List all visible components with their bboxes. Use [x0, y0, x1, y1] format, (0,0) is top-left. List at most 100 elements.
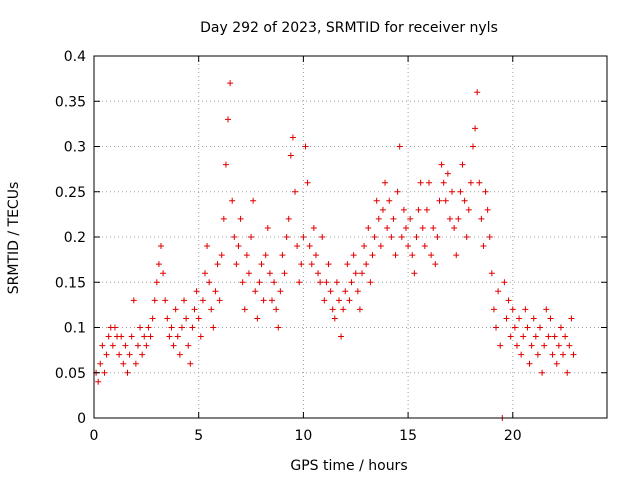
data-point [264, 224, 271, 231]
data-point [250, 197, 257, 204]
data-point [375, 215, 382, 222]
y-tick-label: 0.25 [55, 185, 86, 201]
data-point [566, 342, 573, 349]
data-point [310, 224, 317, 231]
data-point [442, 197, 449, 204]
y-tick-label: 0.2 [64, 230, 86, 246]
data-point [363, 261, 370, 268]
data-point [520, 333, 527, 340]
data-point [338, 333, 345, 340]
data-point [495, 288, 502, 295]
data-point [480, 243, 487, 250]
data-point [315, 270, 322, 277]
data-point [553, 360, 560, 367]
data-point [174, 333, 181, 340]
data-point [516, 315, 523, 322]
data-point [275, 324, 282, 331]
data-point [149, 315, 156, 322]
y-tick-label: 0.15 [55, 275, 86, 291]
data-point [118, 333, 125, 340]
data-point [306, 243, 313, 250]
chart-title: Day 292 of 2023, SRMTID for receiver nyl… [200, 20, 498, 36]
data-point [518, 351, 525, 358]
data-point [405, 243, 412, 250]
data-point [465, 206, 472, 213]
data-point [417, 179, 424, 186]
data-point [335, 297, 342, 304]
data-point [178, 324, 185, 331]
data-point [388, 234, 395, 240]
data-point [511, 324, 518, 331]
data-point [474, 89, 481, 96]
data-point [201, 270, 208, 277]
data-point [191, 306, 198, 313]
data-point [97, 360, 104, 367]
data-point [402, 224, 409, 231]
data-point [513, 342, 520, 349]
data-point [132, 360, 139, 367]
data-point [158, 243, 165, 250]
data-point [111, 324, 118, 331]
data-point [536, 324, 543, 331]
data-point [139, 351, 146, 358]
data-point [273, 306, 280, 313]
data-point [346, 297, 353, 304]
data-point [451, 224, 458, 231]
data-point [453, 252, 460, 259]
data-point [279, 252, 286, 259]
data-point [181, 297, 188, 304]
data-point [484, 206, 491, 213]
data-point [478, 215, 485, 222]
data-point [183, 315, 190, 322]
data-point [195, 315, 202, 322]
data-point [153, 279, 160, 286]
data-point [532, 333, 539, 340]
data-point [266, 270, 273, 277]
data-point [292, 188, 299, 195]
data-point [143, 342, 150, 349]
data-point [400, 206, 407, 213]
data-point [206, 279, 213, 286]
data-point [340, 306, 347, 313]
data-point [551, 333, 558, 340]
data-point [277, 288, 284, 295]
data-point [248, 234, 255, 240]
data-point [258, 261, 265, 268]
data-point [382, 179, 389, 186]
data-point [329, 306, 336, 313]
data-point [262, 252, 269, 259]
data-point [359, 270, 366, 277]
data-point [116, 351, 123, 358]
data-point [350, 252, 357, 259]
axis-ticks: 0 0.05 0.1 0.15 0.2 0.25 0.3 0.35 0.4 0 5 10 15 20 [55, 49, 607, 444]
data-point [325, 261, 332, 268]
data-point [386, 197, 393, 204]
y-tick-label: 0.05 [55, 366, 86, 382]
data-point [430, 224, 437, 231]
data-point [308, 261, 315, 268]
x-tick-label: 20 [504, 428, 522, 444]
data-point [440, 179, 447, 186]
data-point [155, 261, 162, 268]
y-tick-label: 0.3 [64, 140, 86, 156]
data-point [218, 252, 225, 259]
data-point [488, 270, 495, 277]
data-point [568, 315, 575, 322]
data-point [122, 342, 129, 349]
data-point [147, 333, 154, 340]
data-point [415, 206, 422, 213]
data-point [243, 252, 250, 259]
data-point [493, 324, 500, 331]
data-point [128, 333, 135, 340]
data-point [137, 324, 144, 331]
data-point [239, 279, 246, 286]
data-point [436, 197, 443, 204]
data-point [398, 234, 405, 240]
data-point [281, 270, 288, 277]
data-point [476, 179, 483, 186]
data-point [134, 342, 141, 349]
data-point [407, 215, 414, 222]
data-point [426, 179, 433, 186]
data-point [501, 279, 508, 286]
